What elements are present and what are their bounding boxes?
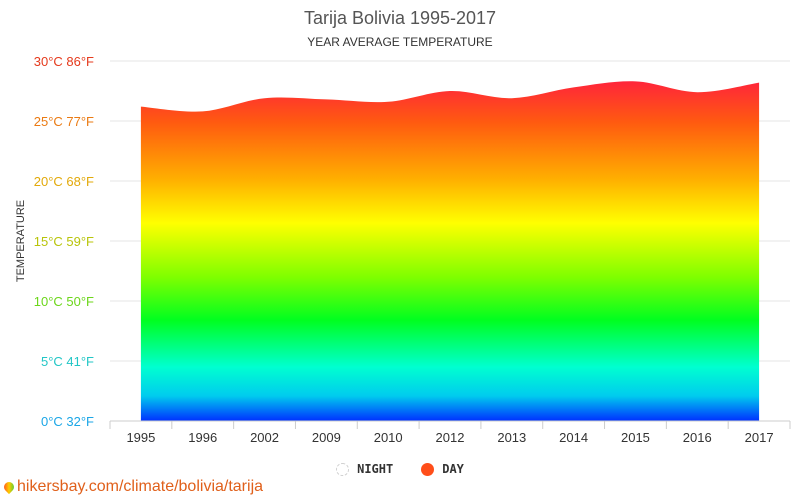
day-series-area [140, 81, 760, 421]
x-tick-label: 2013 [497, 430, 526, 445]
x-tick-label: 1995 [126, 430, 155, 445]
day-dot-icon [421, 462, 435, 476]
x-tick-label: 2015 [621, 430, 650, 445]
x-tick-label: 1996 [188, 430, 217, 445]
chart-title: Tarija Bolivia 1995-2017 [304, 8, 496, 28]
night-dot-icon [336, 462, 350, 476]
y-tick-label: 10°C 50°F [34, 294, 94, 309]
legend: NIGHT DAY [0, 462, 800, 476]
x-tick-label: 2016 [683, 430, 712, 445]
y-axis-label: TEMPERATURE [15, 200, 27, 282]
legend-item-night[interactable]: NIGHT [336, 462, 393, 476]
y-axis-ticks: 0°C 32°F 5°C 41°F 10°C 50°F 15°C 59°F 20°C 6… [34, 54, 94, 429]
legend-day-label: DAY [442, 462, 464, 476]
chart-subtitle: YEAR AVERAGE TEMPERATURE [307, 35, 492, 49]
x-tick-label: 2010 [374, 430, 403, 445]
x-tick-label: 2014 [559, 430, 588, 445]
source-link[interactable]: hikersbay.com/climate/bolivia/tarija [1, 478, 264, 496]
x-axis: 1995 1996 2002 2009 2010 2012 2013 2014 2015 2016… [109, 420, 791, 445]
x-tick-label: 2009 [312, 430, 341, 445]
y-tick-label: 5°C 41°F [41, 354, 94, 369]
x-tick-label: 2002 [250, 430, 279, 445]
source-text: hikersbay.com/climate/bolivia/tarija [17, 478, 264, 495]
y-tick-label: 20°C 68°F [34, 174, 94, 189]
y-tick-label: 30°C 86°F [34, 54, 94, 69]
y-tick-label: 25°C 77°F [34, 114, 94, 129]
x-tick-label: 2017 [745, 430, 774, 445]
x-tick-label: 2012 [436, 430, 465, 445]
map-pin-icon [1, 479, 17, 495]
y-tick-label: 0°C 32°F [41, 414, 94, 429]
y-tick-label: 15°C 59°F [34, 234, 94, 249]
legend-item-day[interactable]: DAY [421, 462, 464, 476]
legend-night-label: NIGHT [357, 462, 394, 476]
